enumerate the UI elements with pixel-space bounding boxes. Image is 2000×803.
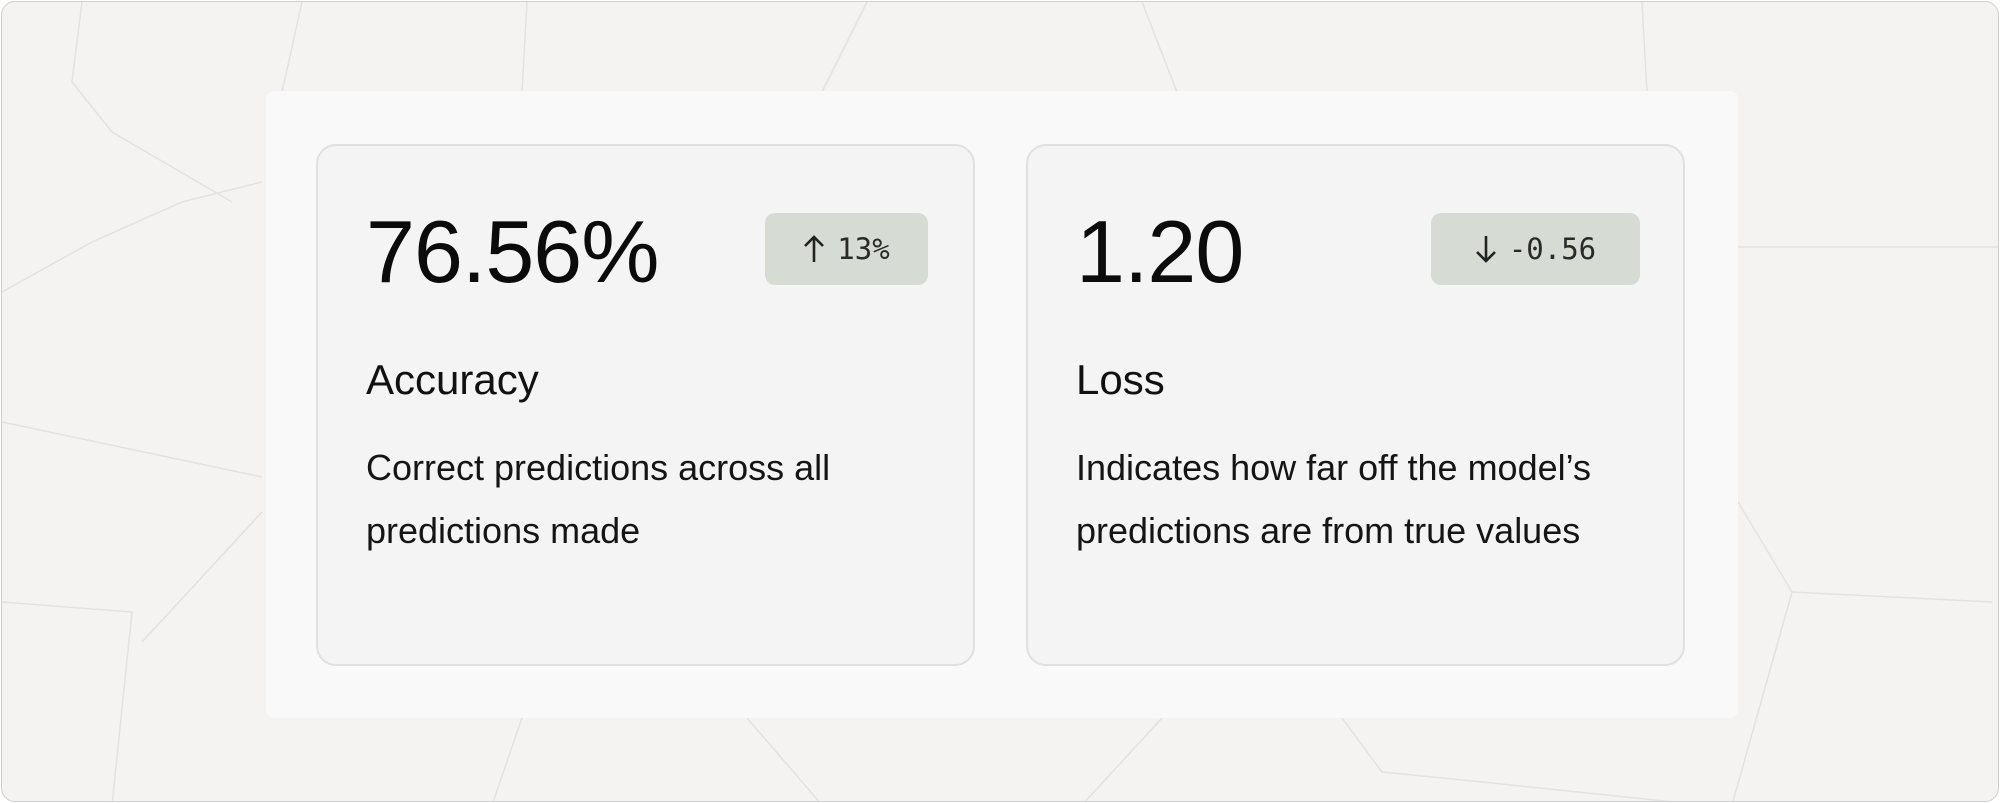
metric-title: Loss — [1076, 356, 1165, 403]
metric-value: 76.56% — [366, 202, 659, 301]
metric-card-loss: 1.20 -0.56 Loss Indicates how far off th… — [1026, 144, 1685, 666]
metric-description: Correct predictions across all predictio… — [366, 447, 831, 551]
metric-value: 1.20 — [1076, 202, 1244, 301]
change-value: -0.56 — [1508, 232, 1597, 266]
arrow-down-icon — [1475, 236, 1496, 263]
metric-title: Accuracy — [366, 356, 539, 403]
metric-card-accuracy: 76.56% 13% Accuracy Correct predictions … — [316, 144, 975, 666]
change-badge: -0.56 — [1431, 213, 1640, 285]
metrics-panel: 76.56% 13% Accuracy Correct predictions … — [266, 91, 1738, 718]
change-value: 13% — [837, 232, 890, 266]
change-badge: 13% — [765, 213, 928, 285]
arrow-up-icon — [804, 235, 825, 262]
metric-description: Indicates how far off the model’s predic… — [1076, 447, 1591, 551]
